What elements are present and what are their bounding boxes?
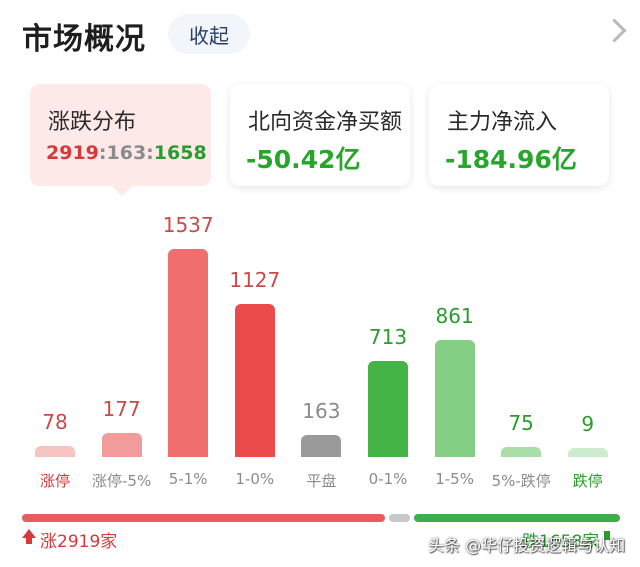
- up-arrow-icon-stem: [26, 537, 32, 544]
- bar-0: [35, 446, 75, 457]
- bar-3: [234, 304, 275, 457]
- collapse-button[interactable]: 收起: [168, 14, 250, 54]
- up-total-label: 涨2919家: [40, 532, 118, 552]
- bar-value-label: 1127: [229, 268, 281, 292]
- page-title: 市场概况: [22, 22, 146, 57]
- down-count: 1658: [153, 142, 207, 164]
- category-label: 0-1%: [368, 470, 408, 488]
- category-label: 5%-跌停: [491, 472, 551, 490]
- category-label: 5-1%: [168, 470, 208, 488]
- main-flow-value: -184.96亿: [445, 145, 577, 174]
- up-down-progress-bar: [22, 514, 620, 522]
- bar-value-label: 713: [368, 325, 408, 349]
- down-total-label: 跌1658家: [522, 532, 600, 552]
- distribution-ratio: 2919:163:1658: [46, 142, 207, 164]
- bar-7: [501, 447, 542, 457]
- bar-2: [168, 249, 209, 457]
- main-flow-card[interactable]: 主力净流入 -184.96亿: [429, 84, 609, 186]
- bar-4: [301, 435, 342, 457]
- category-label: 跌停: [572, 472, 603, 490]
- distribution-card[interactable]: 涨跌分布 2919:163:1658: [30, 84, 211, 186]
- flat-count: 163: [106, 142, 147, 164]
- selected-card-pointer: [112, 186, 132, 196]
- up-arrow-icon: [22, 529, 36, 538]
- bar-1: [101, 433, 142, 457]
- watermark: 头条 @华仔投资逻辑与认知: [428, 536, 626, 555]
- northbound-value: -50.42亿: [246, 145, 361, 174]
- bar-8: [567, 448, 608, 457]
- bar-6: [434, 340, 475, 457]
- down-arrow-icon: [604, 531, 610, 540]
- bar-value-label: 163: [302, 399, 341, 423]
- main-flow-card-label: 主力净流入: [447, 110, 558, 135]
- bar-value-label: 861: [435, 304, 474, 328]
- category-label: 涨停-5%: [91, 472, 152, 490]
- category-label: 1-5%: [435, 470, 474, 488]
- bar-value-label: 78: [42, 410, 68, 434]
- category-label: 1-0%: [235, 470, 275, 488]
- progress-flat-segment: [389, 514, 410, 522]
- northbound-card[interactable]: 北向资金净买额 -50.42亿: [230, 84, 410, 186]
- up-count: 2919: [46, 142, 99, 164]
- category-label: 涨停: [39, 472, 70, 490]
- progress-down-segment: [413, 514, 620, 522]
- bar-5: [368, 361, 408, 457]
- progress-up-segment: [22, 514, 386, 522]
- ratio-separator: :: [146, 142, 154, 164]
- category-label: 平盘: [306, 472, 337, 490]
- northbound-card-label: 北向资金净买额: [248, 110, 403, 135]
- chevron-right-icon[interactable]: [602, 18, 627, 43]
- bar-value-label: 9: [581, 412, 595, 436]
- bar-value-label: 75: [508, 411, 534, 435]
- bar-value-label: 1537: [162, 213, 214, 237]
- bar-value-label: 177: [102, 397, 141, 421]
- ratio-separator: :: [98, 142, 107, 164]
- distribution-card-label: 涨跌分布: [48, 110, 137, 135]
